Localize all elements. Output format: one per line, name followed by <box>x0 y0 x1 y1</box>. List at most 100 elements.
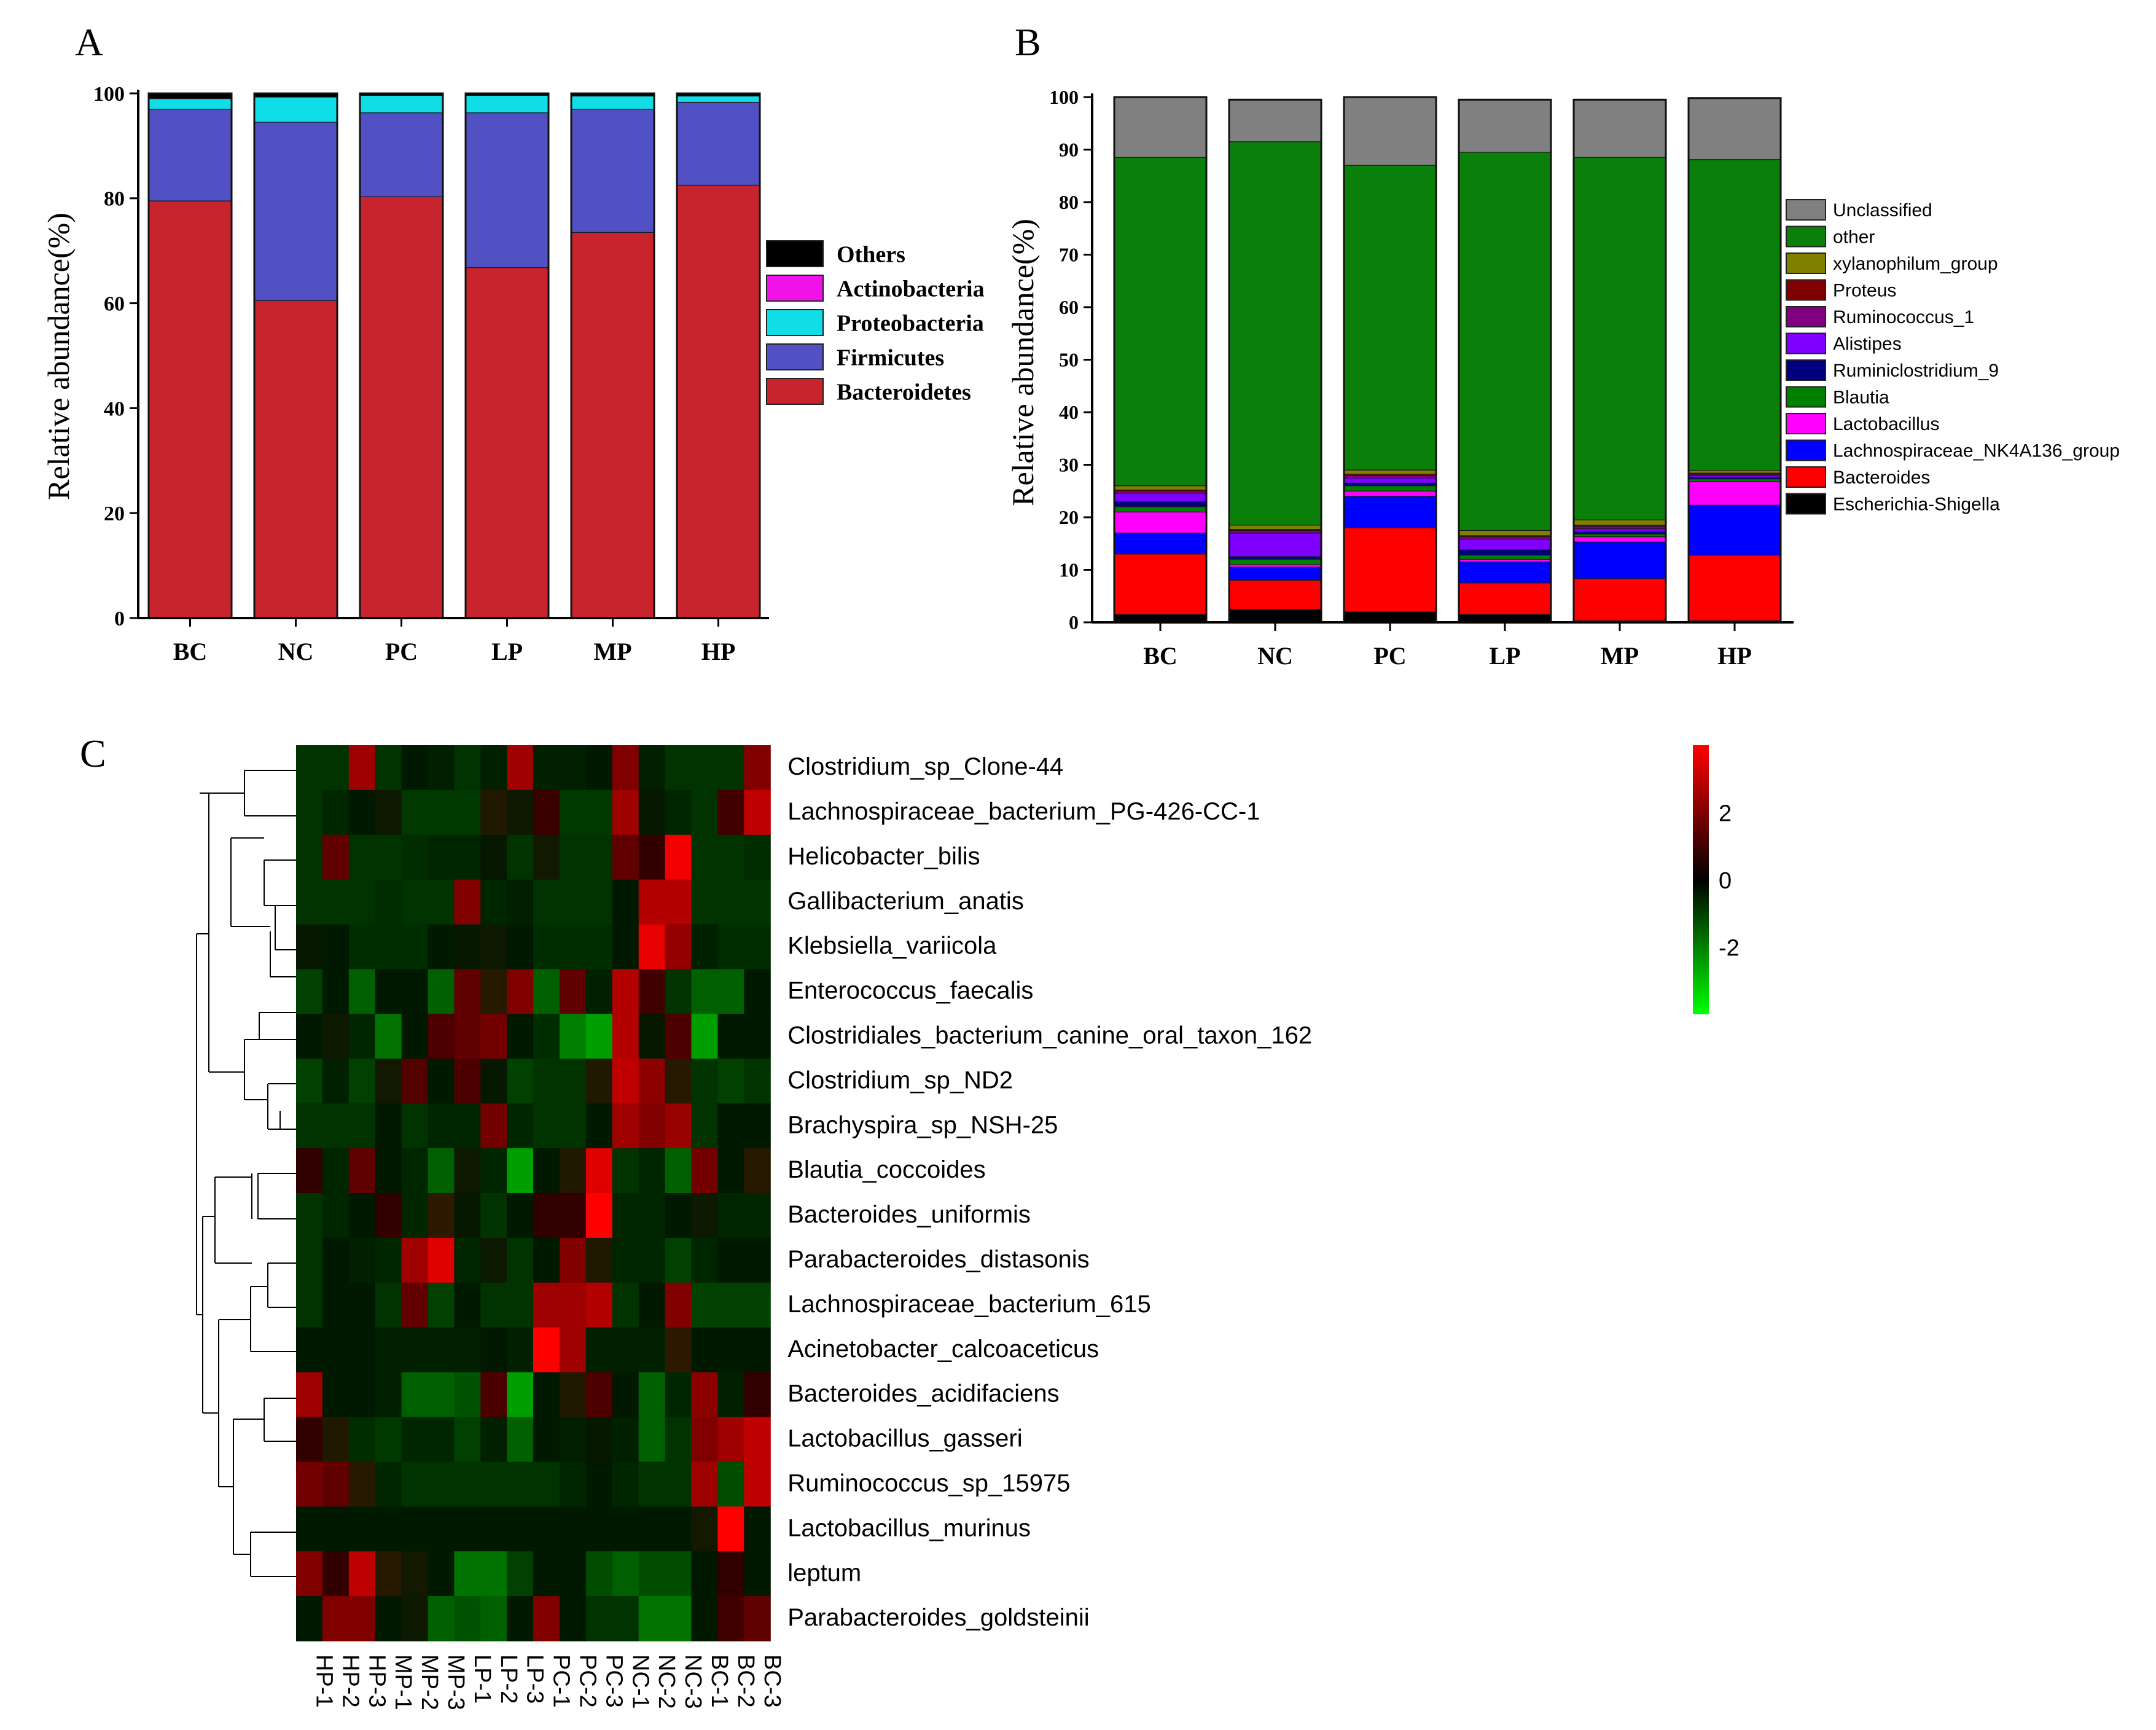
chart-a: BC NC PC LP MP HP 0 20 40 60 80 100 Others Actinobact… <box>93 83 985 665</box>
heatmap-cell-lachnospiraceae-bacterium-615-hp-2 <box>322 1282 350 1328</box>
heatmap-cell-clostridiales-bacterium-canine-oral-taxon-162-lp-1 <box>454 1014 481 1059</box>
heatmap-cell-bacteroides-uniformis-hp-2 <box>322 1193 350 1239</box>
y-tick-label: 70 <box>1059 244 1079 266</box>
heatmap-cell-brachyspira-sp-nsh-25-pc-2 <box>560 1103 587 1149</box>
bar-hp-other <box>1688 159 1781 471</box>
x-tick-label-bc: BC <box>1143 642 1178 670</box>
heatmap-cell-lactobacillus-gasseri-pc-1 <box>533 1417 560 1462</box>
heatmap-cell-enterococcus-faecalis-lp-3 <box>507 969 534 1014</box>
heatmap-cell-lactobacillus-murinus-mp-3 <box>428 1506 455 1552</box>
heatmap-cell-parabacteroides-distasonis-hp-2 <box>322 1237 350 1283</box>
heatmap-cell-brachyspira-sp-nsh-25-hp-2 <box>322 1103 350 1149</box>
heatmap-cell-lactobacillus-murinus-nc-3 <box>665 1506 692 1552</box>
heatmap-cell-bacteroides-uniformis-pc-1 <box>533 1193 560 1239</box>
heatmap-cell-lachnospiraceae-bacterium-615-hp-1 <box>296 1282 323 1328</box>
heatmap-cell-clostridiales-bacterium-canine-oral-taxon-162-hp-1 <box>296 1014 323 1059</box>
bar-lp-proteobacteria <box>465 95 549 114</box>
heatmap-cell-clostridium-sp-nd2-lp-2 <box>480 1059 507 1104</box>
heatmap-cell-ruminococcus-sp-15975-nc-1 <box>612 1462 639 1507</box>
heatmap-cell-parabacteroides-goldsteinii-bc-3 <box>744 1596 771 1642</box>
heatmap-cell-lachnospiraceae-bacterium-615-nc-1 <box>612 1282 639 1328</box>
bar-pc-unclassified <box>1343 96 1437 166</box>
heatmap-cell-enterococcus-faecalis-hp-2 <box>322 969 350 1014</box>
heatmap-cell-lactobacillus-murinus-mp-1 <box>375 1506 402 1552</box>
heatmap-cell-clostridiales-bacterium-canine-oral-taxon-162-lp-3 <box>507 1014 534 1059</box>
column-label: NC-1 <box>627 1654 653 1709</box>
bar-lp-blautia <box>1458 554 1552 560</box>
heatmap-cell-gallibacterium-anatis-lp-2 <box>480 879 507 925</box>
bar-bc-unclassified <box>1114 96 1207 158</box>
color-scale-tick-label: 2 <box>1719 801 1732 827</box>
bar-pc-firmicutes <box>359 112 443 197</box>
y-tick-label: 40 <box>104 397 125 420</box>
panel-label-c: C <box>80 732 106 775</box>
x-tick-label-lp: LP <box>1489 642 1520 670</box>
heatmap-cell-brachyspira-sp-nsh-25-lp-3 <box>507 1103 534 1149</box>
heatmap-cell-lactobacillus-gasseri-lp-2 <box>480 1417 507 1462</box>
heatmap-cell-ruminococcus-sp-15975-bc-2 <box>717 1462 744 1507</box>
bar-nc-alistipes <box>1228 533 1322 557</box>
y-tick-label: 20 <box>104 503 125 525</box>
heatmap-cell-clostridium-sp-clone-44-bc-3 <box>744 745 771 791</box>
heatmap-cell-brachyspira-sp-nsh-25-bc-1 <box>691 1103 718 1149</box>
column-label: NC-2 <box>654 1654 679 1709</box>
heatmap-cell-bacteroides-acidifaciens-lp-2 <box>480 1372 507 1418</box>
bar-lp-alistipes <box>1458 539 1552 550</box>
heatmap-cell-ruminococcus-sp-15975-mp-1 <box>375 1462 402 1507</box>
row-label: Parabacteroides_distasonis <box>787 1246 1089 1273</box>
heatmap-cell-enterococcus-faecalis-lp-2 <box>480 969 507 1014</box>
heatmap-cell-ruminococcus-sp-15975-mp-3 <box>428 1462 455 1507</box>
bar-hp-bacteroides <box>1688 554 1781 622</box>
legend-label-ruminococcus-1: Ruminococcus_1 <box>1833 307 1974 327</box>
heatmap-cell-parabacteroides-distasonis-pc-1 <box>533 1237 560 1283</box>
heatmap-cell-clostridiales-bacterium-canine-oral-taxon-162-nc-1 <box>612 1014 639 1059</box>
heatmap-cell-acinetobacter-calcoaceticus-lp-2 <box>480 1327 507 1373</box>
legend-label-actinobacteria: Actinobacteria <box>837 276 985 302</box>
heatmap-cell-brachyspira-sp-nsh-25-pc-1 <box>533 1103 560 1149</box>
heatmap-cell-parabacteroides-distasonis-lp-1 <box>454 1237 481 1283</box>
heatmap-cell-ruminococcus-sp-15975-bc-1 <box>691 1462 718 1507</box>
bar-lp-other <box>1458 152 1552 531</box>
heatmap-cell-lachnospiraceae-bacterium-pg-426-cc-1-mp-2 <box>401 789 429 836</box>
heatmap-cell-gallibacterium-anatis-mp-2 <box>401 879 429 925</box>
heatmap-cell-bacteroides-acidifaciens-lp-3 <box>507 1372 534 1418</box>
heatmap-cell-clostridium-sp-nd2-hp-3 <box>348 1059 376 1104</box>
heatmap-cell-enterococcus-faecalis-nc-2 <box>638 969 666 1014</box>
row-label: Ruminococcus_sp_15975 <box>787 1470 1070 1497</box>
heatmap-cell-parabacteroides-goldsteinii-hp-2 <box>322 1596 350 1642</box>
legend-swatch-others <box>766 240 824 267</box>
heatmap-cell-clostridiales-bacterium-canine-oral-taxon-162-hp-3 <box>348 1014 376 1059</box>
heatmap-cell-parabacteroides-goldsteinii-bc-2 <box>717 1596 744 1642</box>
y-tick-label: 100 <box>1049 86 1079 108</box>
heatmap-cell-helicobacter-bilis-nc-2 <box>638 834 666 880</box>
column-label: HP-1 <box>311 1654 337 1708</box>
heatmap-cell-clostridiales-bacterium-canine-oral-taxon-162-mp-3 <box>428 1014 455 1059</box>
heatmap-cell-clostridium-sp-clone-44-mp-3 <box>428 745 455 791</box>
heatmap-cell-acinetobacter-calcoaceticus-hp-1 <box>296 1327 323 1373</box>
heatmap-cell-lactobacillus-gasseri-mp-1 <box>375 1417 402 1462</box>
legend-swatch-actinobacteria <box>766 275 824 302</box>
bar-lp-unclassified <box>1458 99 1552 153</box>
bar-mp-ruminococcus-1 <box>1573 525 1666 530</box>
row-label: Brachyspira_sp_NSH-25 <box>787 1111 1058 1138</box>
bar-pc-blautia <box>1343 485 1437 491</box>
heatmap-cell-klebsiella-variicola-bc-1 <box>691 924 718 970</box>
bar-lp-lachnospiraceae-nk4a136-group <box>1458 562 1552 584</box>
chart-b-ylabel: Relative abundance(%) <box>1006 219 1040 506</box>
y-tick-label: 0 <box>114 608 125 630</box>
row-label: Blautia_coccoides <box>787 1156 985 1183</box>
heatmap-cell-klebsiella-variicola-pc-1 <box>533 924 560 970</box>
heatmap-cell-bacteroides-uniformis-lp-2 <box>480 1193 507 1239</box>
color-scale-bar <box>1693 745 1709 1014</box>
heatmap-cell-enterococcus-faecalis-nc-1 <box>612 969 639 1014</box>
heatmap-cell-brachyspira-sp-nsh-25-lp-1 <box>454 1103 481 1149</box>
heatmap-cell-blautia-coccoides-bc-1 <box>691 1148 718 1194</box>
heatmap-cell-bacteroides-acidifaciens-hp-2 <box>322 1372 350 1418</box>
column-label: MP-3 <box>443 1654 469 1710</box>
heatmap-cell-lachnospiraceae-bacterium-615-mp-3 <box>428 1282 455 1328</box>
heatmap-cell-enterococcus-faecalis-pc-3 <box>585 969 613 1014</box>
legend-swatch-firmicutes <box>766 343 824 370</box>
bar-nc-ruminiclostridium-9 <box>1228 556 1322 560</box>
bar-hp-lactobacillus <box>1688 481 1781 506</box>
heatmap-cell-lachnospiraceae-bacterium-615-pc-2 <box>560 1282 587 1328</box>
